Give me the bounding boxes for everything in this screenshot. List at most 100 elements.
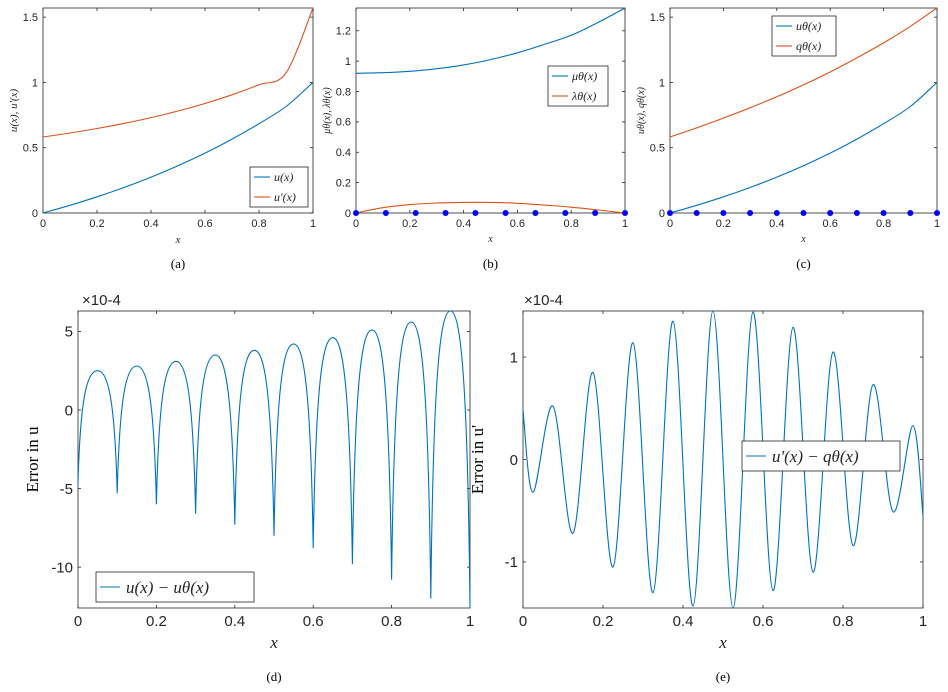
collocation-point [532, 210, 539, 216]
y-tick-label: 1.5 [23, 12, 38, 24]
collocation-point [442, 210, 449, 216]
y-tick-label: 0 [65, 402, 73, 419]
y-tick-label: 0 [345, 208, 351, 220]
x-tick-label: 0.6 [753, 613, 774, 630]
x-axis-label: x [175, 234, 181, 246]
x-tick-label: 0.6 [510, 218, 525, 230]
y-axis-label: uθ(x), qθ(x) [636, 86, 647, 134]
x-tick-label: 0 [519, 613, 527, 630]
collocation-point [907, 210, 914, 216]
collocation-point [412, 210, 419, 216]
collocation-point [747, 210, 754, 216]
plot-box [42, 7, 314, 214]
y-tick-label: 0.5 [650, 143, 665, 155]
x-tick-label: 0 [40, 218, 46, 230]
y-scale-label: ×10-4 [82, 292, 121, 309]
legend: u(x) − uθ(x) [95, 571, 255, 603]
legend-entry: qθ(x) [796, 39, 821, 53]
y-axis-label: u(x), u'(x) [8, 89, 20, 133]
y-tick-label: -10 [51, 559, 73, 576]
series-line-1 [77, 310, 471, 609]
x-tick-label: 0 [74, 613, 82, 630]
x-tick-label: 0.4 [673, 613, 694, 630]
legend-entry: u'(x) [274, 190, 296, 204]
x-tick-label: 0.4 [456, 218, 471, 230]
panel-c: 0 0.2 0.4 0.6 0.8 1 0 0.5 1 1.5 x uθ(x), qθ(x) uθ(x)… [636, 7, 940, 271]
panel-a: 0 0.2 0.4 0.6 0.8 1 0 0.5 1 1.5 x u(x), u'(x) u(x) u'… [8, 7, 316, 271]
legend-box [249, 166, 309, 208]
collocation-point [502, 210, 509, 216]
series-line-1 [42, 81, 314, 214]
y-tick-label: 1 [32, 77, 38, 89]
collocation-point [773, 210, 780, 216]
x-tick-label: 0.8 [833, 613, 854, 630]
y-tick-label: 1.5 [650, 12, 665, 24]
legend-entry: λθ(x) [571, 89, 596, 103]
x-tick-label: 0.8 [251, 218, 266, 230]
y-tick-label: 1.2 [336, 26, 351, 38]
plot-box [77, 310, 471, 609]
x-tick-label: 1 [919, 613, 927, 630]
x-axis-label: x [487, 234, 493, 245]
x-tick-label: 0.6 [823, 218, 838, 230]
collocation-point [880, 210, 887, 216]
collocation-point [934, 210, 940, 216]
x-tick-label: 0.2 [593, 613, 614, 630]
collocation-point [592, 210, 599, 216]
y-tick-label: -5 [60, 481, 73, 498]
y-tick-label: 1 [345, 56, 351, 68]
collocation-point [800, 210, 807, 216]
x-tick-label: 0.6 [303, 613, 324, 630]
y-tick-label: -1 [505, 554, 518, 571]
x-tick-label: 0.6 [197, 218, 212, 230]
y-tick-label: 0 [510, 452, 518, 469]
x-tick-label: 0.2 [716, 218, 731, 230]
series-line-1 [355, 7, 626, 74]
x-axis-label: x [800, 234, 806, 245]
x-tick-label: 0.4 [143, 218, 158, 230]
x-tick-label: 0.4 [224, 613, 245, 630]
y-tick-label: 0 [32, 208, 38, 220]
y-tick-label: 1 [510, 349, 518, 366]
panel-caption: (d) [266, 669, 281, 684]
y-tick-label: 1 [659, 77, 665, 89]
series-line-1 [522, 310, 924, 609]
y-axis-label: Error in u [23, 426, 42, 493]
legend: uθ(x) qθ(x) [771, 15, 837, 57]
legend-entry: u(x) [274, 170, 293, 184]
y-axis-label: Error in u' [468, 425, 487, 494]
y-scale-label: ×10-4 [524, 292, 563, 309]
panel-caption: (c) [796, 256, 810, 271]
x-tick-label: 0.8 [876, 218, 891, 230]
x-tick-label: 0.8 [381, 613, 402, 630]
legend: u(x) u'(x) [249, 166, 309, 208]
y-tick-label: 0.4 [336, 147, 351, 159]
collocation-point [382, 210, 389, 216]
legend: u'(x) − qθ(x) [741, 440, 901, 472]
y-tick-label: 0.2 [336, 177, 351, 189]
plot-box [355, 7, 626, 214]
x-tick-label: 0.2 [146, 613, 167, 630]
panel-d: 0 0.2 0.4 0.6 0.8 1 -10 -5 0 5 x Error in u ×10-4 u(x… [23, 292, 474, 684]
collocation-point [622, 210, 628, 216]
panel-caption: (b) [483, 256, 498, 271]
panel-e: 0 0.2 0.4 0.6 0.8 1 -1 0 1 x Error in u' ×10-4 u'(x)… [468, 292, 927, 684]
x-tick-label: 1 [466, 613, 474, 630]
y-axis-label: μθ(x), λθ(x) [322, 87, 333, 135]
legend-box [95, 571, 255, 603]
series-line-2 [355, 201, 626, 214]
legend-entry: uθ(x) [796, 19, 821, 33]
x-tick-label: 0.2 [89, 218, 104, 230]
y-tick-label: 0.8 [336, 86, 351, 98]
x-axis-label: x [718, 633, 727, 652]
panel-caption: (e) [716, 669, 730, 684]
legend-entry: u(x) − uθ(x) [126, 578, 209, 597]
x-tick-label: 0.8 [564, 218, 579, 230]
collocation-point [562, 210, 569, 216]
collocation-point [853, 210, 860, 216]
collocation-point [353, 210, 359, 216]
x-tick-label: 0 [353, 218, 359, 230]
x-axis-label: x [269, 633, 278, 652]
x-tick-label: 0.4 [769, 218, 784, 230]
